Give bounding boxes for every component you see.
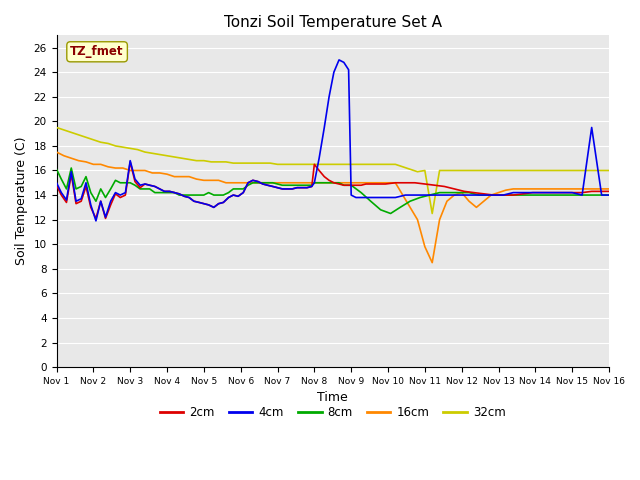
X-axis label: Time: Time — [317, 391, 348, 404]
Text: TZ_fmet: TZ_fmet — [70, 45, 124, 58]
Legend: 2cm, 4cm, 8cm, 16cm, 32cm: 2cm, 4cm, 8cm, 16cm, 32cm — [155, 402, 511, 424]
Y-axis label: Soil Temperature (C): Soil Temperature (C) — [15, 137, 28, 265]
Title: Tonzi Soil Temperature Set A: Tonzi Soil Temperature Set A — [224, 15, 442, 30]
